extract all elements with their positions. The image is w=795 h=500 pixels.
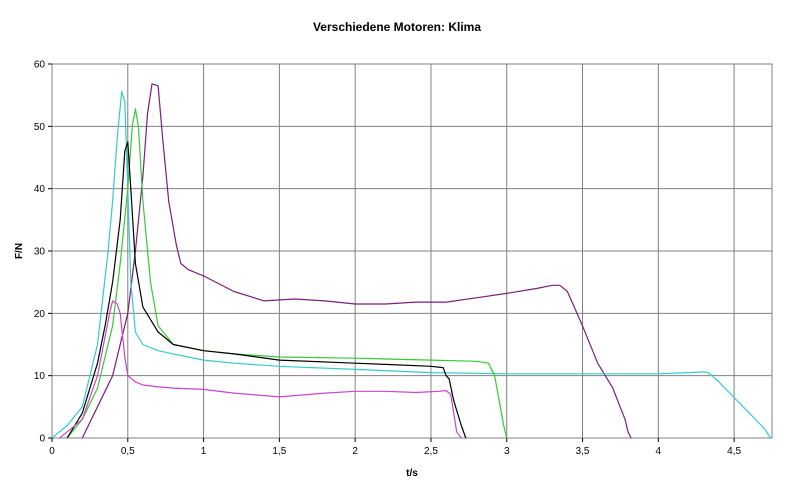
x-tick-label: 4 bbox=[656, 446, 662, 457]
x-tick-label: 1 bbox=[201, 446, 207, 457]
y-tick-label: 0 bbox=[39, 434, 45, 445]
tick-labels: 0 0,5 1 1,5 2 2,5 3 3,5 4 4,5 0 10 20 30 40 50 60 bbox=[34, 60, 742, 458]
x-tick-label: 1,5 bbox=[272, 446, 286, 457]
x-tick-label: 2 bbox=[352, 446, 358, 457]
series-line-5 bbox=[59, 300, 462, 439]
x-tick-label: 3,5 bbox=[576, 446, 590, 457]
x-tick-label: 0,5 bbox=[121, 446, 135, 457]
x-tick-label: 0 bbox=[49, 446, 55, 457]
y-tick-label: 40 bbox=[34, 184, 46, 195]
x-tick-label: 4,5 bbox=[727, 446, 741, 457]
y-tick-label: 30 bbox=[34, 247, 46, 258]
series-line-2 bbox=[51, 90, 772, 439]
series-line-1 bbox=[81, 83, 632, 439]
y-tick-label: 10 bbox=[34, 371, 46, 382]
series-lines bbox=[51, 83, 772, 439]
y-tick-label: 50 bbox=[34, 122, 46, 133]
y-tick-label: 60 bbox=[34, 60, 46, 71]
x-tick-label: 3 bbox=[504, 446, 510, 457]
series-line-3 bbox=[66, 108, 508, 439]
x-tick-label: 2,5 bbox=[424, 446, 438, 457]
x-axis-label: t/s bbox=[406, 468, 418, 479]
series-line-4 bbox=[66, 141, 467, 439]
chart-title: Verschiedene Motoren: Klima bbox=[313, 20, 481, 34]
y-tick-label: 20 bbox=[34, 309, 46, 320]
y-axis-label: F/N bbox=[14, 243, 25, 259]
